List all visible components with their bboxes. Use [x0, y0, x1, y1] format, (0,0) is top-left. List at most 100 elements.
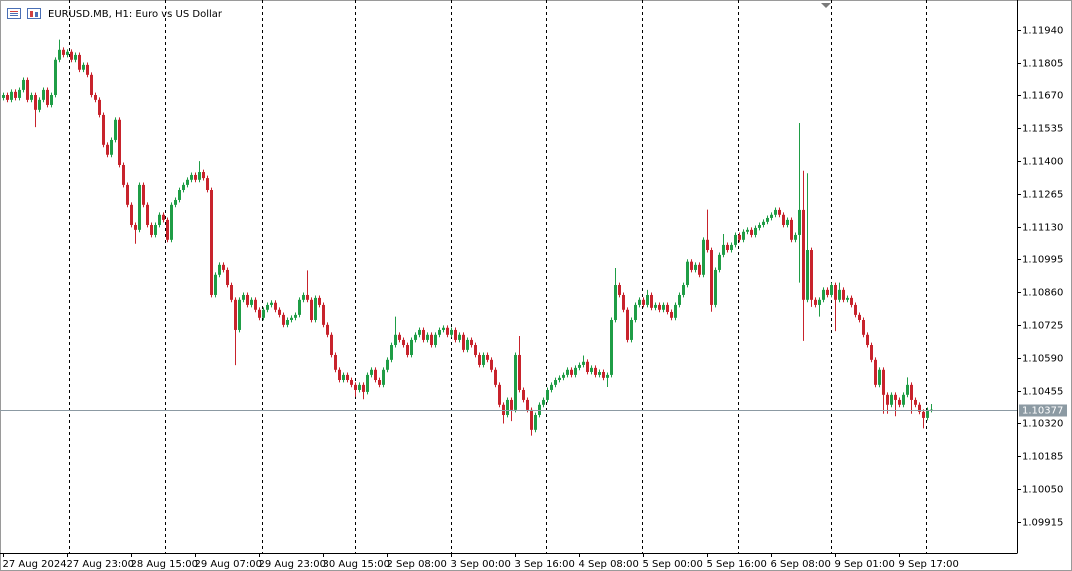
candle-body [678, 294, 681, 305]
candle-body [798, 209, 801, 235]
candle-body [902, 394, 905, 405]
y-tick-label: 1.10860 [1022, 288, 1063, 299]
candle-body [610, 319, 613, 375]
candle-body [162, 214, 165, 220]
candle-body [342, 374, 345, 381]
candle-body [6, 95, 9, 100]
candle-body [30, 95, 33, 100]
y-tick-label: 1.11535 [1022, 124, 1063, 135]
candle-body [66, 51, 69, 55]
candle-body [150, 224, 153, 235]
candle-body [862, 319, 865, 335]
candle-body [198, 172, 201, 180]
candle-body [170, 204, 173, 240]
candle-body [758, 224, 761, 228]
candle-body [546, 389, 549, 400]
y-tick-label: 1.11805 [1022, 59, 1063, 70]
candle-body [606, 374, 609, 378]
candle-body [158, 214, 161, 225]
candle-body [130, 204, 133, 225]
candle-body [2, 95, 5, 98]
candle-body [486, 354, 489, 360]
candle-body [714, 269, 717, 305]
candle-body [826, 289, 829, 295]
candle-body [82, 64, 85, 70]
candle-body [206, 178, 209, 191]
candle-body [462, 334, 465, 350]
candle-body [614, 285, 617, 320]
candle-body [474, 345, 477, 355]
candle-body [674, 304, 677, 318]
candle-body [886, 394, 889, 405]
candle-body [138, 184, 141, 230]
candle-body [226, 269, 229, 286]
x-tick-label: 29 Aug 23:00 [259, 559, 326, 570]
x-tick-label: 9 Sep 01:00 [835, 559, 895, 570]
y-tick-label: 1.11130 [1022, 223, 1063, 234]
x-tick-label: 27 Aug 2024 [3, 559, 67, 570]
candle-body [722, 244, 725, 255]
candle-body [874, 359, 877, 385]
candle-body [22, 79, 25, 90]
candle-body [222, 264, 225, 270]
candle-body [282, 314, 285, 325]
candle-body [794, 234, 797, 240]
candle-body [754, 227, 757, 235]
candle-body [818, 299, 821, 305]
candle-body [822, 289, 825, 300]
candle-body [378, 380, 381, 385]
candle-body [922, 411, 925, 418]
candle-body [490, 359, 493, 370]
candle-body [118, 119, 121, 165]
candle-body [602, 371, 605, 378]
candle-body [446, 327, 449, 335]
candle-body [374, 369, 377, 381]
x-tick-label: 3 Sep 00:00 [451, 559, 511, 570]
candle-body [98, 99, 101, 115]
candle-body [258, 309, 261, 318]
x-tick-label: 27 Aug 23:00 [67, 559, 134, 570]
y-tick-label: 1.10725 [1022, 321, 1063, 332]
candle-body [590, 367, 593, 372]
candle-body [558, 377, 561, 381]
candle-body [870, 345, 873, 360]
candle-body [582, 361, 585, 365]
candle-body [750, 229, 753, 235]
candle-body [278, 309, 281, 315]
candle-body [494, 369, 497, 385]
y-tick-label: 1.10995 [1022, 255, 1063, 266]
candle-body [706, 239, 709, 251]
x-tick-label: 9 Sep 17:00 [899, 559, 959, 570]
candle-body [702, 239, 705, 275]
candle-body [718, 254, 721, 270]
candle-body [530, 409, 533, 430]
candle-body [894, 394, 897, 400]
candle-body [842, 289, 845, 300]
candle-body [890, 394, 893, 405]
candle-body [190, 174, 193, 180]
last-price-box [1019, 404, 1067, 417]
candle-body [254, 299, 257, 310]
candle-body [450, 329, 453, 335]
candle-body [574, 367, 577, 375]
candle-body [142, 184, 145, 205]
candle-body [194, 174, 197, 180]
candle-body [554, 380, 557, 385]
candle-body [746, 229, 749, 232]
candle-body [802, 209, 805, 300]
candle-body [906, 384, 909, 395]
candle-body [146, 204, 149, 225]
candle-body [322, 304, 325, 325]
candle-body [382, 369, 385, 385]
candle-body [734, 234, 737, 245]
y-tick-label: 1.10320 [1022, 419, 1063, 430]
candle-body [690, 261, 693, 270]
candle-body [54, 59, 57, 96]
candle-body [310, 299, 313, 320]
candle-body [518, 354, 521, 390]
candle-body [762, 221, 765, 225]
x-tick-label: 3 Sep 16:00 [515, 559, 575, 570]
candle-body [898, 399, 901, 405]
candle-body [10, 91, 13, 100]
candle-body [534, 414, 537, 430]
